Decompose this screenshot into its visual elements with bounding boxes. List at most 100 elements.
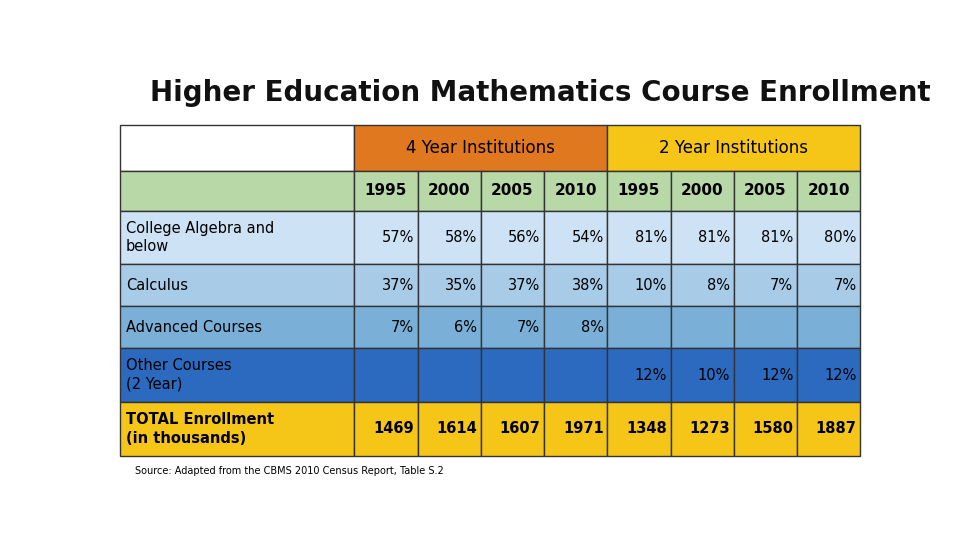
Bar bbox=[608, 265, 670, 306]
Text: 2000: 2000 bbox=[428, 183, 470, 198]
Text: 10%: 10% bbox=[635, 278, 667, 293]
Bar bbox=[608, 171, 670, 211]
Text: 7%: 7% bbox=[391, 320, 414, 335]
Text: 1607: 1607 bbox=[499, 421, 540, 436]
Text: 1614: 1614 bbox=[437, 421, 477, 436]
Bar bbox=[670, 402, 733, 456]
Text: TOTAL Enrollment
(in thousands): TOTAL Enrollment (in thousands) bbox=[126, 412, 274, 445]
Bar bbox=[797, 211, 860, 265]
Bar bbox=[354, 125, 608, 171]
Text: 8%: 8% bbox=[708, 278, 730, 293]
Text: 81%: 81% bbox=[635, 230, 667, 245]
Text: 37%: 37% bbox=[382, 278, 414, 293]
Text: 81%: 81% bbox=[761, 230, 793, 245]
Text: 2010: 2010 bbox=[555, 183, 597, 198]
Text: Other Courses
(2 Year): Other Courses (2 Year) bbox=[126, 358, 231, 392]
Text: 7%: 7% bbox=[517, 320, 540, 335]
Bar bbox=[608, 348, 670, 402]
Bar bbox=[733, 348, 797, 402]
Bar bbox=[733, 211, 797, 265]
Bar bbox=[418, 402, 481, 456]
Bar bbox=[354, 265, 418, 306]
Bar bbox=[120, 171, 354, 211]
Bar bbox=[120, 306, 354, 348]
Text: 2005: 2005 bbox=[492, 183, 534, 198]
Bar bbox=[544, 171, 608, 211]
Bar bbox=[670, 171, 733, 211]
Bar bbox=[418, 265, 481, 306]
Bar bbox=[544, 402, 608, 456]
Text: 1971: 1971 bbox=[563, 421, 604, 436]
Text: 1469: 1469 bbox=[373, 421, 414, 436]
Text: 12%: 12% bbox=[761, 368, 793, 382]
Text: 56%: 56% bbox=[508, 230, 540, 245]
Text: 57%: 57% bbox=[381, 230, 414, 245]
Bar bbox=[608, 402, 670, 456]
Text: 2010: 2010 bbox=[807, 183, 850, 198]
Text: 1995: 1995 bbox=[365, 183, 407, 198]
Bar bbox=[120, 402, 354, 456]
Bar bbox=[544, 265, 608, 306]
Bar bbox=[481, 348, 544, 402]
Bar bbox=[418, 211, 481, 265]
Text: 1580: 1580 bbox=[753, 421, 793, 436]
Bar bbox=[354, 211, 418, 265]
Text: 80%: 80% bbox=[825, 230, 856, 245]
Text: 8%: 8% bbox=[581, 320, 604, 335]
Bar bbox=[670, 211, 733, 265]
Bar bbox=[544, 306, 608, 348]
Bar bbox=[733, 265, 797, 306]
Bar bbox=[120, 265, 354, 306]
Bar bbox=[120, 125, 354, 171]
Bar bbox=[120, 348, 354, 402]
Text: 1887: 1887 bbox=[816, 421, 856, 436]
Text: 12%: 12% bbox=[825, 368, 856, 382]
Text: 35%: 35% bbox=[445, 278, 477, 293]
Bar bbox=[608, 306, 670, 348]
Bar bbox=[354, 402, 418, 456]
Bar bbox=[608, 125, 860, 171]
Text: College Algebra and
below: College Algebra and below bbox=[126, 221, 275, 254]
Text: 6%: 6% bbox=[454, 320, 477, 335]
Bar bbox=[481, 211, 544, 265]
Text: 7%: 7% bbox=[833, 278, 856, 293]
Bar bbox=[670, 348, 733, 402]
Bar bbox=[733, 171, 797, 211]
Bar bbox=[481, 265, 544, 306]
Text: 54%: 54% bbox=[571, 230, 604, 245]
Text: 1348: 1348 bbox=[626, 421, 667, 436]
Text: Source: Adapted from the CBMS 2010 Census Report, Table S.2: Source: Adapted from the CBMS 2010 Censu… bbox=[134, 465, 444, 476]
Bar bbox=[670, 306, 733, 348]
Text: 7%: 7% bbox=[770, 278, 793, 293]
Bar bbox=[354, 171, 418, 211]
Bar bbox=[354, 348, 418, 402]
Text: 4 Year Institutions: 4 Year Institutions bbox=[406, 139, 555, 157]
Text: 38%: 38% bbox=[571, 278, 604, 293]
Bar bbox=[544, 348, 608, 402]
Text: 10%: 10% bbox=[698, 368, 730, 382]
Text: 37%: 37% bbox=[508, 278, 540, 293]
Text: Advanced Courses: Advanced Courses bbox=[126, 320, 262, 335]
Bar bbox=[418, 171, 481, 211]
Bar bbox=[481, 306, 544, 348]
Bar bbox=[733, 402, 797, 456]
Bar bbox=[120, 211, 354, 265]
Bar bbox=[670, 265, 733, 306]
Bar bbox=[797, 348, 860, 402]
Text: Calculus: Calculus bbox=[126, 278, 188, 293]
Text: Higher Education Mathematics Course Enrollment: Higher Education Mathematics Course Enro… bbox=[150, 79, 930, 107]
Text: 2 Year Institutions: 2 Year Institutions bbox=[660, 139, 808, 157]
Text: 1273: 1273 bbox=[689, 421, 730, 436]
Bar bbox=[418, 348, 481, 402]
Bar bbox=[608, 211, 670, 265]
Bar bbox=[797, 306, 860, 348]
Bar bbox=[797, 402, 860, 456]
Bar bbox=[797, 171, 860, 211]
Bar bbox=[481, 171, 544, 211]
Bar bbox=[481, 402, 544, 456]
Text: 2000: 2000 bbox=[681, 183, 724, 198]
Bar bbox=[797, 265, 860, 306]
Text: 12%: 12% bbox=[635, 368, 667, 382]
Text: 2005: 2005 bbox=[744, 183, 787, 198]
Bar bbox=[354, 306, 418, 348]
